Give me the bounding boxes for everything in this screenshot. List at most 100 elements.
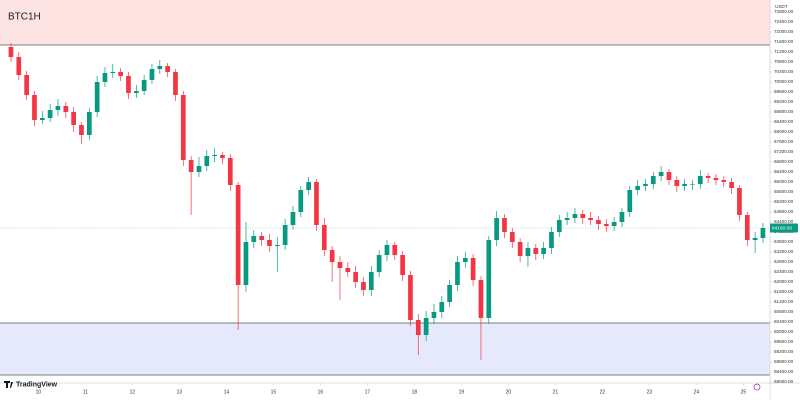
candle-body (110, 72, 116, 73)
y-tick-label: 70400.00 (774, 69, 794, 74)
candle-body (24, 75, 29, 95)
y-tick-label: 67200.00 (774, 149, 794, 154)
candle-body (682, 184, 687, 186)
candle-body (509, 232, 515, 242)
candle-body (564, 218, 570, 220)
candle-body (180, 95, 186, 160)
y-tick-label: 67600.00 (774, 139, 794, 144)
candle-body (55, 106, 61, 110)
candle-body (713, 178, 719, 180)
last-price-label: 64160.00 (772, 225, 792, 231)
candle-body (455, 262, 460, 285)
candle-body (690, 184, 695, 185)
candle-body (760, 228, 766, 238)
candle-body (329, 250, 335, 262)
last-price-box (770, 223, 798, 233)
candle-body (650, 176, 656, 184)
candle-body (118, 72, 123, 76)
x-tick-label: 24 (694, 389, 700, 395)
y-tick-label: 69600.00 (774, 89, 794, 94)
x-tick-label: 16 (318, 389, 324, 395)
candle-body (611, 222, 617, 226)
y-tick-label: 62400.00 (774, 269, 794, 274)
candle-body (204, 156, 210, 166)
brand-logo: TradingView (4, 381, 58, 388)
y-tick-label: 71200.00 (774, 49, 794, 54)
y-tick-label: 64800.00 (774, 209, 794, 214)
candle-body (298, 190, 304, 212)
candle-body (541, 248, 546, 254)
candle-body (603, 224, 609, 226)
y-tick-label: 58400.00 (774, 369, 794, 374)
x-tick-label: 17 (365, 389, 371, 395)
candle-body (752, 238, 758, 240)
candle-body (133, 91, 139, 93)
chart-title: BTC1H (8, 12, 41, 23)
y-tick-label: 69200.00 (774, 99, 794, 104)
candle-body (447, 285, 452, 302)
candle-body (274, 245, 280, 246)
zone (0, 0, 770, 45)
candle-body (321, 225, 327, 250)
candle-body (572, 214, 578, 218)
candle-body (729, 182, 734, 188)
candle-body (627, 190, 633, 212)
candle-body (588, 218, 593, 220)
candle-body (744, 215, 750, 240)
candle-body (431, 312, 437, 318)
y-tick-label: 72400.00 (774, 19, 794, 24)
candle-body (384, 245, 390, 255)
candle-body (188, 160, 194, 172)
x-tick-label: 19 (459, 389, 465, 395)
candle-body (212, 155, 217, 156)
y-tick-label: 59600.00 (774, 339, 794, 344)
candle-body (658, 172, 664, 176)
x-tick-label: 14 (224, 389, 230, 395)
currency-label: USDT (775, 4, 788, 9)
candle-body (196, 166, 202, 172)
candle-body (368, 272, 374, 290)
x-tick-label: 12 (130, 389, 136, 395)
candle-body (16, 57, 22, 75)
candle-body (251, 236, 257, 242)
candle-body (415, 320, 421, 335)
candle-body (165, 66, 170, 72)
alert-icon[interactable] (753, 383, 761, 391)
candle-body (549, 232, 554, 248)
y-tick-label: 65200.00 (774, 199, 794, 204)
x-tick-label: 22 (600, 389, 606, 395)
y-tick-label: 58000.00 (774, 379, 794, 384)
brand-name: TradingView (16, 381, 58, 388)
candle-body (47, 110, 53, 118)
x-tick-label: 13 (177, 389, 183, 395)
candle-body (697, 176, 703, 184)
candle-body (102, 73, 108, 82)
candle-body (478, 280, 484, 318)
y-tick-label: 63600.00 (774, 239, 794, 244)
y-tick-label: 68800.00 (774, 109, 794, 114)
candle-body (141, 80, 147, 91)
candle-body (400, 255, 405, 275)
candle-body (643, 184, 648, 186)
y-tick-label: 68000.00 (774, 129, 794, 134)
y-tick-label: 61200.00 (774, 299, 794, 304)
y-tick-label: 62000.00 (774, 279, 794, 284)
candle-body (63, 106, 69, 112)
candle-body (306, 182, 311, 190)
candle-body (423, 318, 429, 335)
candle-body (314, 182, 319, 225)
candle-body (486, 240, 492, 318)
y-tick-label: 68400.00 (774, 119, 794, 124)
candle-body (94, 82, 100, 112)
y-tick-label: 61600.00 (774, 289, 794, 294)
candle-body (8, 47, 14, 57)
y-tick-label: 70800.00 (774, 59, 794, 64)
candle-body (337, 262, 343, 268)
x-tick-label: 25 (741, 389, 747, 395)
candle-body (619, 212, 625, 222)
candle-body (525, 248, 531, 256)
candle-body (259, 236, 264, 240)
x-tick-label: 18 (412, 389, 418, 395)
candle-body (408, 275, 413, 320)
candle-body (580, 214, 586, 218)
